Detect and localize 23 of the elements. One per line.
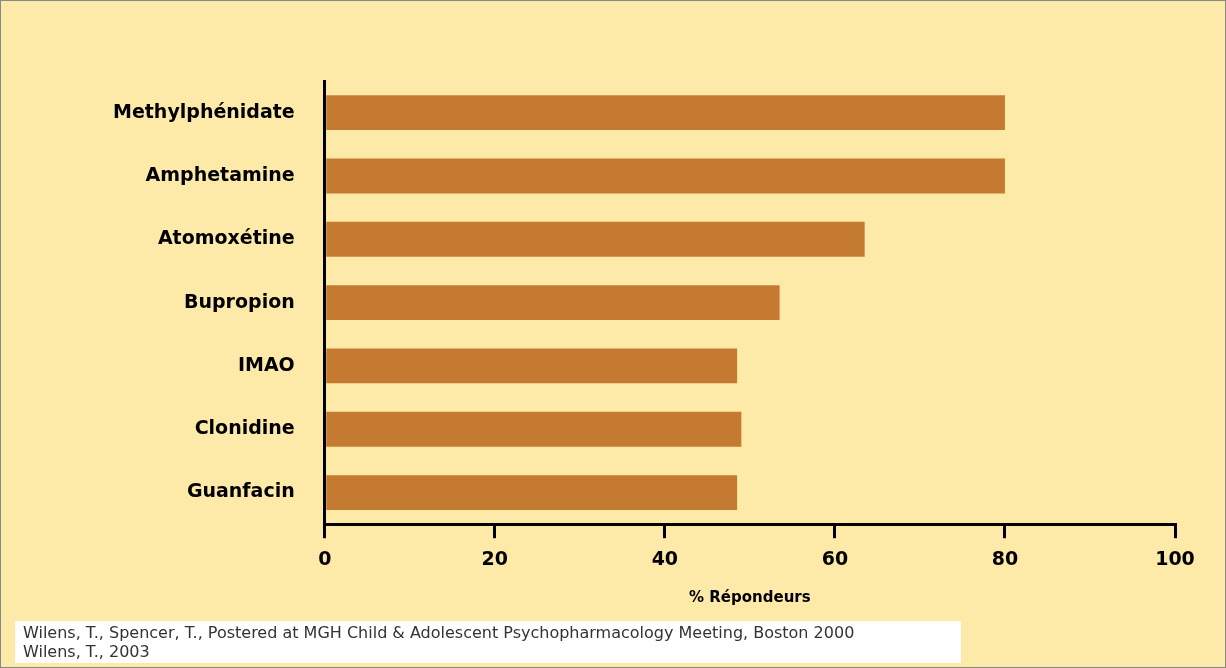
bar [326, 95, 1005, 131]
x-tick-label: 80 [991, 546, 1019, 569]
bar [326, 221, 865, 257]
y-tick-label: IMAO [237, 352, 295, 375]
x-tick-label: 0 [318, 546, 332, 569]
text: Wilens, T., Spencer, T., Postered at MGH Child & Adolescent Psychopharmacology Meeting, Boston 2000 [23, 623, 856, 642]
x-axis-title: % Répondeurs [689, 587, 811, 606]
y-tick-label: Methylphénidate [112, 99, 295, 122]
x-tick-label: 20 [481, 546, 509, 569]
bar [326, 348, 738, 384]
x-tick-label: 60 [821, 546, 849, 569]
bar [326, 411, 742, 447]
y-tick-label: Guanfacin [186, 479, 295, 502]
y-tick-label: Atomoxétine [157, 226, 295, 249]
bar [326, 475, 738, 510]
x-tick-label: 100 [1155, 546, 1195, 569]
bar [326, 285, 780, 321]
x-tick-label: 40 [651, 546, 679, 569]
text: Wilens, T., 2003 [23, 642, 151, 661]
bar [326, 158, 1005, 194]
y-tick-label: Clonidine [194, 416, 295, 439]
y-tick-label: Amphetamine [145, 162, 295, 185]
y-tick-label: Bupropion [184, 289, 295, 312]
